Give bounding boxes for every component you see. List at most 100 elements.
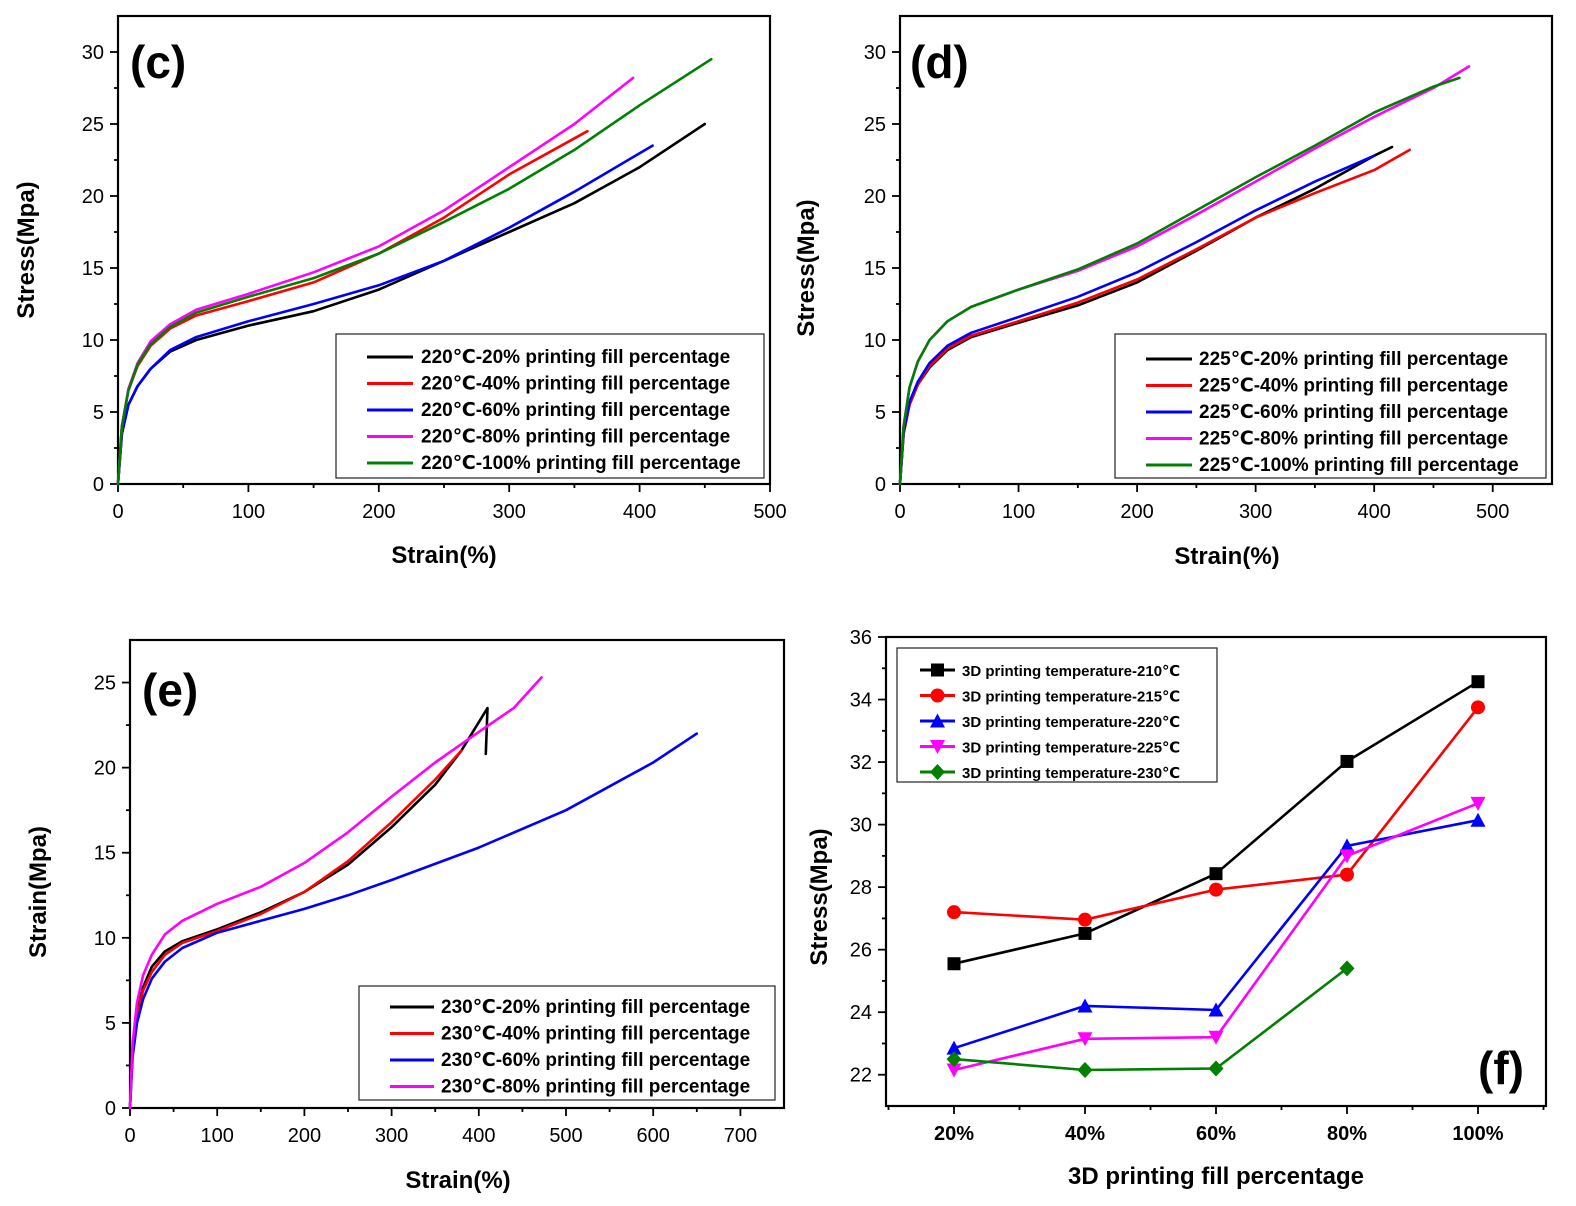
legend-marker — [930, 764, 945, 780]
x-axis-title: 3D printing fill percentage — [1068, 1163, 1364, 1190]
x-tick-label: 700 — [724, 1125, 757, 1147]
y-tick-label: 25 — [864, 114, 886, 136]
legend-label: 220℃-100% printing fill percentage — [421, 453, 741, 474]
data-point — [1339, 838, 1355, 853]
y-tick-label: 30 — [850, 815, 872, 837]
data-point — [1339, 960, 1355, 977]
legend-label: 3D printing temperature-225℃ — [962, 740, 1180, 757]
data-point — [1208, 1060, 1224, 1077]
data-point — [946, 1063, 962, 1078]
y-tick-label: 26 — [850, 940, 872, 962]
data-point — [1077, 998, 1093, 1013]
data-point — [1340, 754, 1354, 768]
data-point — [947, 905, 961, 920]
data-point — [1209, 882, 1223, 897]
y-tick-label: 15 — [82, 258, 104, 280]
y-tick-label: 36 — [850, 627, 872, 649]
y-tick-label: 10 — [864, 330, 886, 352]
legend-marker — [930, 688, 945, 703]
panel-label: (f) — [1478, 1042, 1524, 1094]
x-axis-title: Strain(%) — [1174, 543, 1279, 570]
x-tick-label: 60% — [1196, 1123, 1236, 1145]
legend-label: 225℃-100% printing fill percentage — [1199, 455, 1519, 476]
y-tick-label: 20 — [864, 186, 886, 208]
x-tick-label: 400 — [623, 501, 656, 523]
series-line — [128, 732, 699, 1110]
y-tick-label: 22 — [850, 1065, 872, 1087]
y-axis-title: Stress(Mpa) — [806, 828, 833, 965]
plot-frame — [898, 14, 1554, 486]
x-tick-label: 600 — [637, 1125, 670, 1147]
panel-label: (c) — [130, 36, 186, 88]
x-tick-label: 500 — [753, 501, 786, 523]
data-point — [1077, 1062, 1093, 1079]
y-tick-label: 30 — [864, 42, 886, 64]
y-tick-label: 34 — [850, 690, 872, 712]
legend-label: 225℃-60% printing fill percentage — [1199, 402, 1508, 423]
data-point — [1208, 1030, 1224, 1045]
legend-label: 220℃-80% printing fill percentage — [421, 427, 730, 448]
x-tick-label: 200 — [288, 1125, 321, 1147]
x-tick-label: 100 — [232, 501, 265, 523]
legend-label: 3D printing temperature-220℃ — [962, 714, 1180, 731]
x-tick-label: 80% — [1327, 1123, 1367, 1145]
legend-label: 230℃-20% printing fill percentage — [441, 997, 750, 1018]
legend-label: 220℃-20% printing fill percentage — [421, 347, 730, 368]
legend-label: 3D printing temperature-230℃ — [962, 765, 1180, 782]
data-point — [1077, 1032, 1093, 1047]
legend-label: 3D printing temperature-215℃ — [962, 689, 1180, 706]
legend-marker — [930, 740, 945, 754]
data-point — [1471, 700, 1485, 715]
x-tick-label: 100 — [1002, 501, 1035, 523]
y-tick-label: 5 — [875, 402, 886, 424]
legend-label: 225℃-20% printing fill percentage — [1199, 349, 1508, 370]
x-tick-label: 200 — [1120, 501, 1153, 523]
series-line — [128, 749, 463, 1110]
y-tick-label: 24 — [850, 1002, 872, 1024]
panel-f-stress-vs-fill: 22 24 26 28 30 32 34 36 3D printing fill percent… — [806, 627, 1548, 1190]
y-tick-label: 20 — [94, 758, 116, 780]
y-tick-label: 30 — [82, 42, 104, 64]
x-axis-title: Strain(%) — [391, 542, 496, 569]
data-point — [1078, 912, 1092, 927]
series-line — [898, 154, 1376, 486]
panel-e-stress-strain-230c: 0 5 10 15 20 25 0 100 200 300 400 500 600 700 Strain(%… — [25, 638, 786, 1194]
data-point — [946, 1051, 962, 1068]
y-axis-title: Strain(Mpa) — [25, 826, 52, 958]
data-point — [1470, 796, 1486, 811]
series-line — [116, 144, 654, 486]
data-point — [947, 957, 961, 971]
legend-label: 225℃-80% printing fill percentage — [1199, 429, 1508, 450]
x-tick-label: 300 — [493, 501, 526, 523]
y-tick-label: 0 — [875, 474, 886, 496]
x-tick-label: 200 — [362, 501, 395, 523]
y-axis-title: Stress(Mpa) — [793, 199, 820, 336]
legend-marker — [930, 713, 945, 728]
legend-label: 225℃-40% printing fill percentage — [1199, 376, 1508, 397]
data-point — [1078, 926, 1092, 940]
legend-label: 230℃-80% printing fill percentage — [441, 1077, 750, 1098]
data-point — [1471, 675, 1485, 689]
x-tick-label: 300 — [375, 1125, 408, 1147]
legend-label: 230℃-40% printing fill percentage — [441, 1024, 750, 1045]
x-tick-label: 500 — [1476, 501, 1509, 523]
series-line — [116, 57, 713, 486]
legend-label: 230℃-60% printing fill percentage — [441, 1050, 750, 1071]
panel-label: (d) — [910, 36, 969, 88]
x-tick-label: 40% — [1065, 1123, 1105, 1145]
legend-label: 220℃-40% printing fill percentage — [421, 374, 730, 395]
x-tick-label: 400 — [462, 1125, 495, 1147]
y-tick-label: 10 — [82, 330, 104, 352]
y-tick-label: 0 — [93, 474, 104, 496]
plot-frame — [128, 638, 786, 1110]
legend-box — [358, 985, 776, 1101]
data-point — [946, 1040, 962, 1055]
y-tick-label: 15 — [864, 258, 886, 280]
y-tick-label: 10 — [94, 928, 116, 950]
data-point — [1339, 849, 1355, 864]
legend-label: 220℃-60% printing fill percentage — [421, 400, 730, 421]
y-tick-label: 28 — [850, 877, 872, 899]
series-line — [128, 676, 543, 1110]
